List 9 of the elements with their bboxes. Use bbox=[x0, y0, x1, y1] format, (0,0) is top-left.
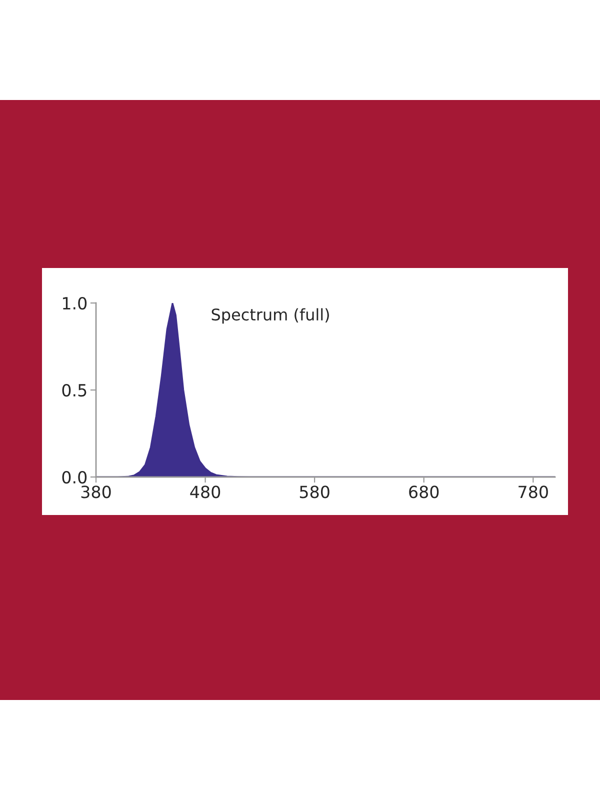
x-tick-label: 780 bbox=[518, 486, 548, 498]
y-tick-label: 0.5 bbox=[62, 384, 86, 397]
x-tick-label: 580 bbox=[300, 486, 330, 498]
x-tick-label: 380 bbox=[81, 486, 111, 498]
chart-title: Spectrum (full) bbox=[212, 308, 329, 324]
y-tick-label: 0.0 bbox=[62, 470, 87, 484]
x-tick-label: 680 bbox=[409, 486, 439, 498]
y-tick-label: 1.0 bbox=[62, 296, 87, 310]
x-tick-label: 480 bbox=[190, 486, 220, 498]
